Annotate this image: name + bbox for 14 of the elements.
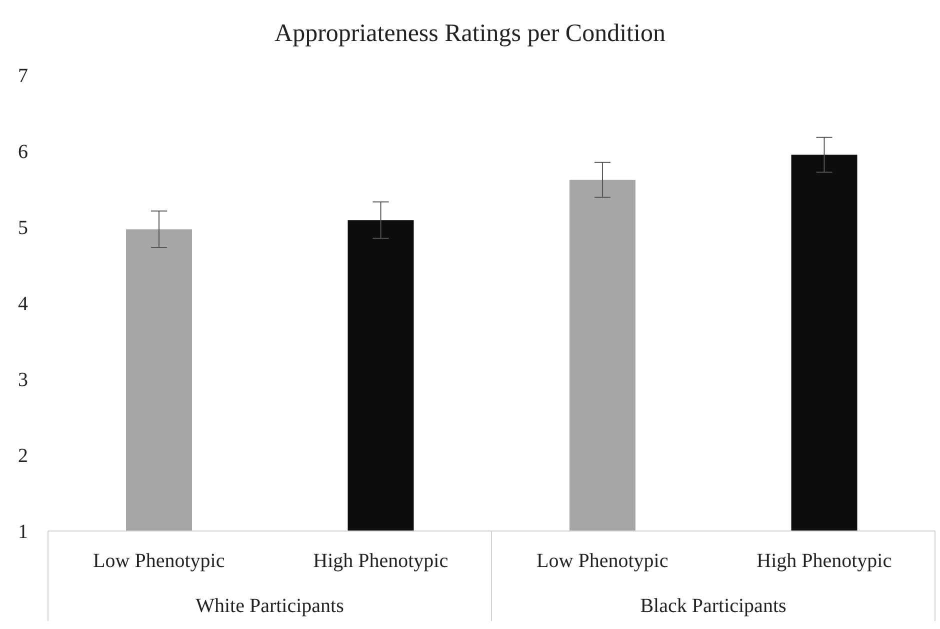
y-tick-label: 1 — [18, 521, 28, 544]
text: White Participants — [196, 595, 344, 617]
x-tick-label: High Phenotypic — [756, 550, 892, 572]
x-tick-label: Low Phenotypic — [536, 550, 668, 572]
x-tick-label: High Phenotypic — [313, 550, 448, 572]
y-tick-label: 5 — [18, 217, 28, 240]
y-tick-label: 2 — [18, 445, 28, 468]
y-tick-label: 7 — [18, 65, 28, 88]
x-tick-label: Low Phenotypic — [93, 550, 225, 572]
chart-title: Appropriateness Ratings per Condition — [274, 20, 666, 48]
y-tick-label: 3 — [18, 369, 28, 392]
y-tick-label: 4 — [18, 293, 28, 316]
text: Black Participants — [640, 595, 786, 617]
y-tick-label: 6 — [18, 141, 28, 164]
